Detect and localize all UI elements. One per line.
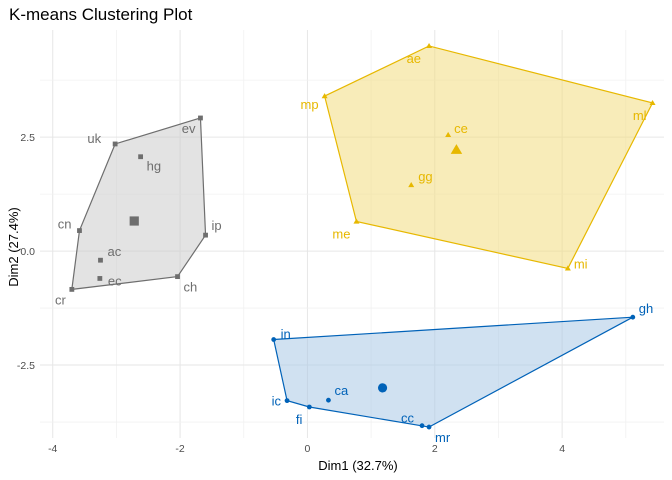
label-uk: uk	[87, 131, 101, 146]
x-axis-title: Dim1 (32.7%)	[318, 458, 397, 473]
x-tick-label: 2	[432, 443, 438, 455]
label-ip: ip	[212, 218, 222, 233]
y-tick-label: 2.5	[20, 132, 35, 144]
cluster-centroids	[129, 144, 463, 393]
point-mr	[426, 424, 432, 430]
point-ip	[203, 232, 208, 238]
cluster-3-hull	[272, 316, 634, 428]
x-tick-label: 4	[559, 443, 565, 455]
label-ml: ml	[633, 108, 647, 123]
y-axis-title: Dim2 (27.4%)	[6, 207, 21, 286]
x-tick-label: -2	[175, 443, 184, 455]
label-ac: ac	[107, 244, 121, 259]
label-cr: cr	[55, 292, 67, 307]
point-mi	[564, 265, 571, 271]
data-points	[69, 42, 656, 430]
label-ce: ce	[454, 121, 468, 136]
point-cn	[77, 228, 82, 233]
point-gh	[630, 314, 636, 320]
label-ec: ec	[108, 273, 122, 288]
point-ch	[175, 274, 180, 280]
label-mp: mp	[301, 97, 319, 112]
label-ic: ic	[272, 394, 282, 409]
point-labels: uk ev hg cn ip ac ch cr ec ae mp ml ce gg me mi gh in ca ic…	[55, 51, 653, 445]
point-ec	[97, 276, 103, 281]
point-cc	[419, 423, 425, 429]
point-ce	[445, 131, 452, 137]
label-fi: fi	[296, 412, 303, 427]
point-cr	[69, 286, 75, 292]
point-mp	[321, 93, 328, 99]
point-ac	[98, 257, 103, 263]
label-mi: mi	[574, 256, 588, 271]
point-uk	[112, 141, 118, 147]
label-ca: ca	[334, 383, 349, 398]
x-tick-label: -4	[48, 443, 57, 455]
label-ch: ch	[184, 280, 198, 295]
label-ae: ae	[407, 51, 421, 66]
label-cc: cc	[401, 411, 415, 426]
point-fi	[306, 404, 312, 410]
label-me: me	[332, 226, 350, 241]
label-in: in	[281, 327, 291, 342]
point-in	[271, 337, 277, 342]
y-tick-label: -2.5	[17, 360, 35, 372]
axis-ticks: -4 -2 0 2 4 -2.5 0.0 2.5	[17, 132, 565, 455]
label-gh: gh	[639, 301, 653, 316]
cluster-3-centroid	[377, 383, 388, 393]
x-tick-label: 0	[305, 443, 311, 455]
label-mr: mr	[435, 430, 451, 445]
cluster-2-centroid	[450, 144, 463, 154]
chart-title: K-means Clustering Plot	[9, 5, 193, 24]
label-ev: ev	[182, 121, 196, 136]
point-ev	[198, 115, 203, 121]
point-ml	[649, 99, 656, 106]
y-tick-label: 0.0	[20, 246, 35, 258]
label-cn: cn	[58, 217, 72, 232]
point-me	[353, 218, 360, 224]
point-ca	[326, 397, 331, 403]
cluster-1-centroid	[129, 216, 139, 226]
cluster-hulls	[71, 45, 654, 428]
point-hg	[138, 154, 144, 160]
cluster-2-hull	[323, 45, 654, 270]
point-gg	[408, 181, 415, 188]
point-ae	[426, 42, 433, 49]
label-gg: gg	[418, 169, 432, 184]
label-hg: hg	[147, 159, 161, 174]
point-ic	[284, 398, 290, 404]
